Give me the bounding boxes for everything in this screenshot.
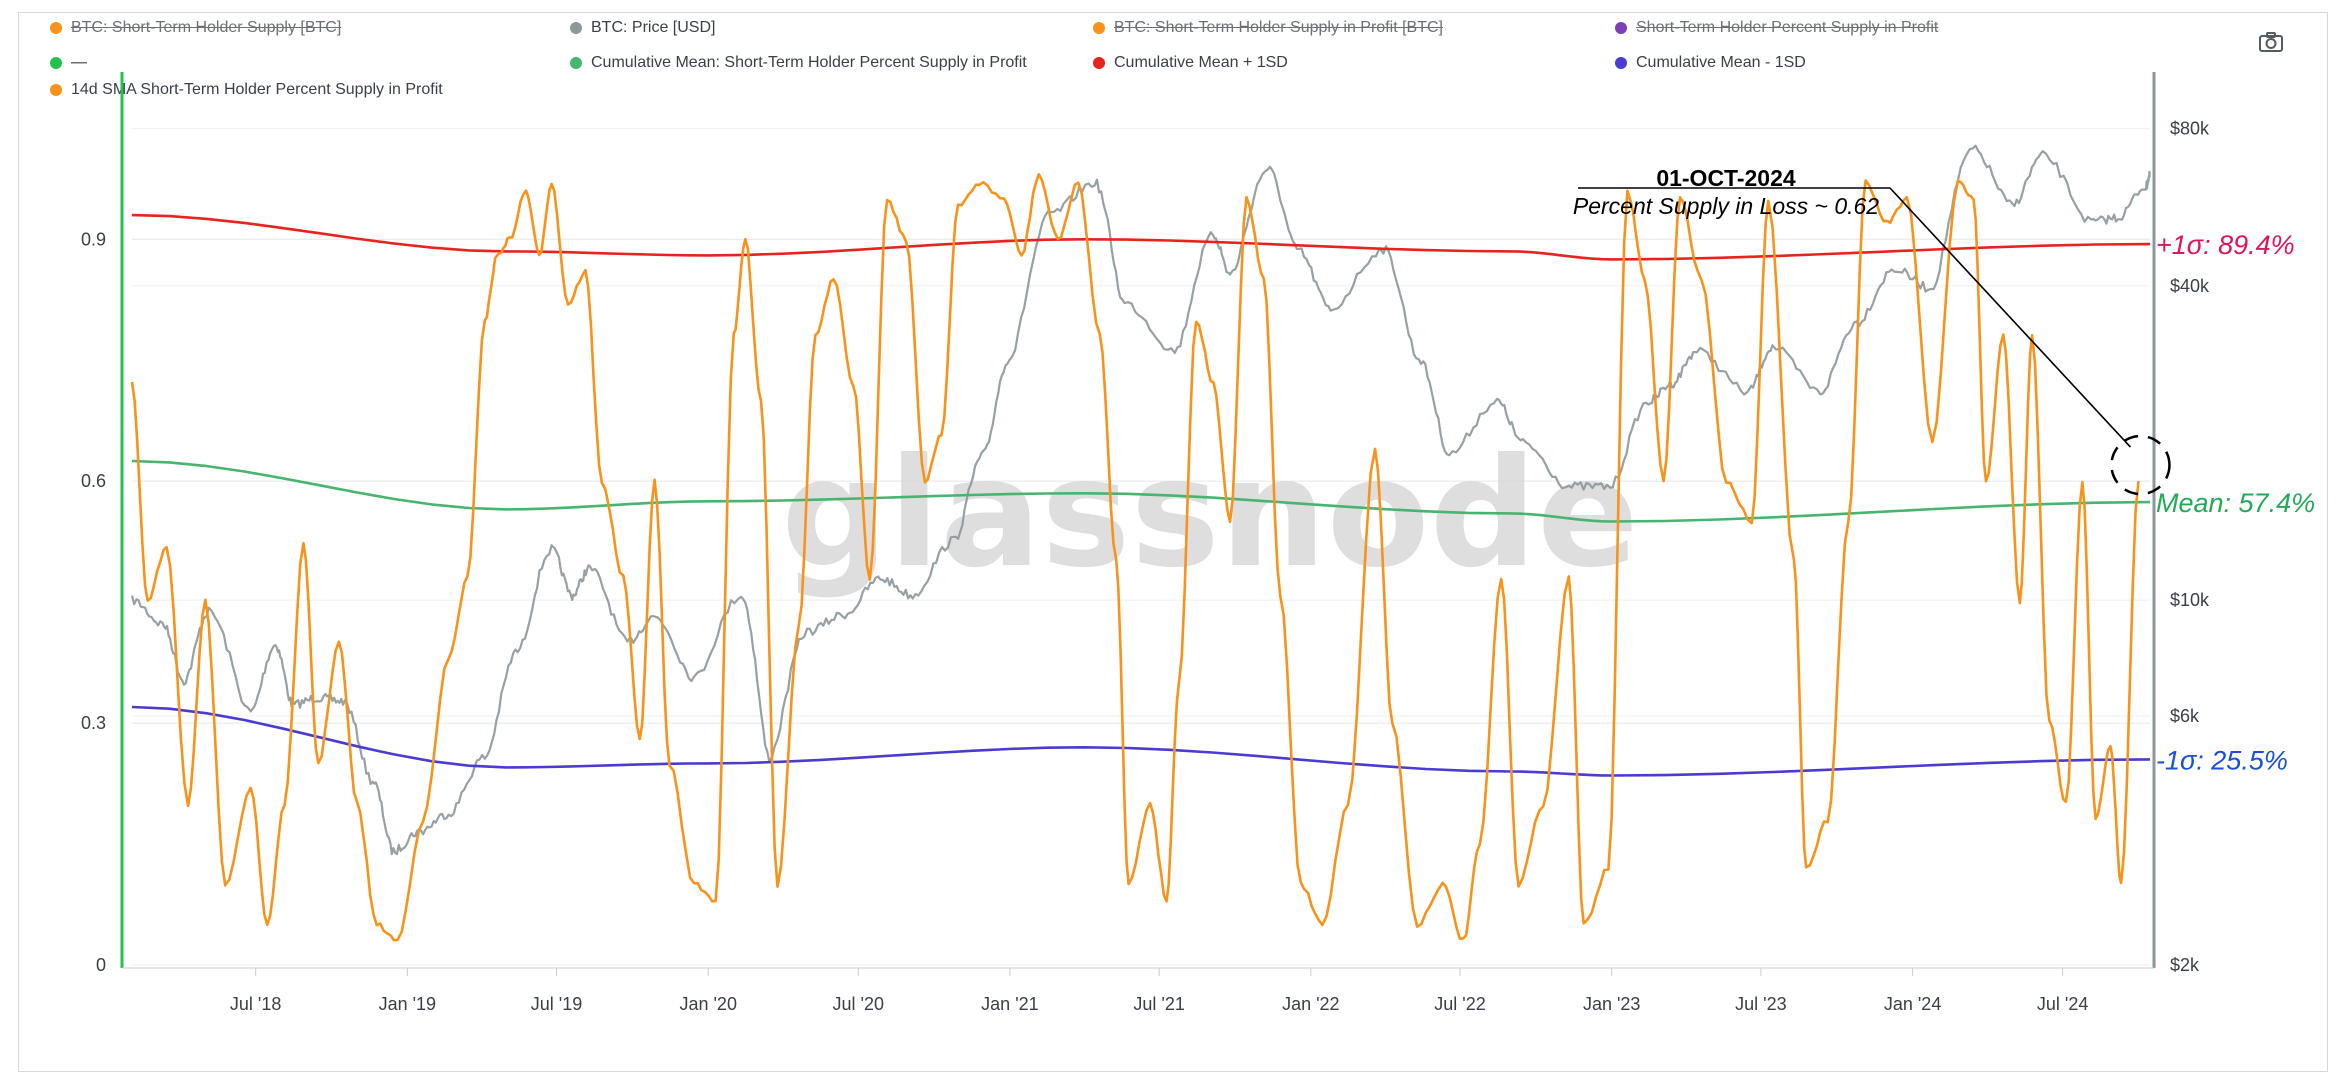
legend-dot	[1093, 22, 1105, 34]
x-tick-label: Jul '19	[531, 994, 582, 1014]
y-left-tick-label: 0.6	[81, 471, 106, 491]
legend-dot	[1615, 57, 1627, 69]
legend-dot	[570, 22, 582, 34]
legend-label: —	[71, 54, 87, 71]
annotation-title: 01-OCT-2024	[1656, 165, 1796, 191]
chart-frame	[18, 12, 2328, 1072]
legend-dot	[50, 57, 62, 69]
legend-label: Cumulative Mean + 1SD	[1114, 54, 1288, 71]
y-right-tick-label: $80k	[2170, 119, 2210, 139]
label-mean: Mean: 57.4%	[2156, 488, 2315, 518]
legend-item-unnamed[interactable]: —	[50, 53, 87, 73]
legend-label: Short-Term Holder Percent Supply in Prof…	[1636, 19, 1939, 36]
label-plus-1sd: +1σ: 89.4%	[2156, 230, 2295, 260]
annotation-marker-circle	[2110, 434, 2171, 496]
x-tick-label: Jan '23	[1583, 994, 1640, 1014]
x-tick-label: Jul '23	[1735, 994, 1786, 1014]
gridlines	[132, 128, 2150, 966]
legend-item-sth-supply[interactable]: BTC: Short-Term Holder Supply [BTC]	[50, 18, 341, 38]
series-sma-percent-supply-line[interactable]	[130, 173, 2140, 942]
legend-item-sth-percent-supply-in-profit[interactable]: Short-Term Holder Percent Supply in Prof…	[1615, 18, 1938, 38]
series-layer	[130, 144, 2152, 942]
label-minus-1sd: -1σ: 25.5%	[2156, 745, 2288, 775]
legend-item-btc-price[interactable]: BTC: Price [USD]	[570, 18, 715, 38]
legend-label: 14d SMA Short-Term Holder Percent Supply…	[71, 81, 443, 98]
legend-label: Cumulative Mean: Short-Term Holder Perce…	[591, 54, 1027, 71]
y-right-tick-label: $10k	[2170, 590, 2210, 610]
annotation: 01-OCT-2024 Percent Supply in Loss ~ 0.6…	[1573, 165, 2171, 496]
series-btc-price-line[interactable]	[130, 144, 2152, 856]
y-right-tick-label: $40k	[2170, 276, 2210, 296]
legend-dot	[50, 22, 62, 34]
annotation-text: Percent Supply in Loss ~ 0.62	[1573, 193, 1879, 219]
y-right-tick-label: $2k	[2170, 955, 2200, 975]
legend-label: BTC: Short-Term Holder Supply in Profit …	[1114, 19, 1443, 36]
x-tick-label: Jul '18	[230, 994, 281, 1014]
x-tick-label: Jan '21	[981, 994, 1038, 1014]
x-tick-label: Jul '22	[1434, 994, 1485, 1014]
series-labels: +1σ: 89.4% Mean: 57.4% -1σ: 25.5%	[2156, 230, 2315, 775]
legend-dot	[50, 84, 62, 96]
legend-item-cumulative-mean-plus-1sd[interactable]: Cumulative Mean + 1SD	[1093, 53, 1288, 73]
y-left-tick-label: 0.9	[81, 229, 106, 249]
x-tick-label: Jul '21	[1133, 994, 1184, 1014]
x-tick-label: Jan '24	[1884, 994, 1941, 1014]
y-left-tick-label: 0	[96, 955, 106, 975]
y-right-tick-label: $6k	[2170, 706, 2200, 726]
axes: 0 0.3 0.6 0.9 $2k $6k $10k $40k $80k Jul '18 Jan '…	[81, 72, 2210, 1014]
legend-label: BTC: Short-Term Holder Supply [BTC]	[71, 19, 342, 36]
legend-item-sth-supply-in-profit[interactable]: BTC: Short-Term Holder Supply in Profit …	[1093, 18, 1443, 38]
y-left-tick-label: 0.3	[81, 713, 106, 733]
x-tick-label: Jan '22	[1282, 994, 1339, 1014]
legend-dot	[1093, 57, 1105, 69]
x-tick-label: Jul '20	[833, 994, 884, 1014]
legend-dot	[570, 57, 582, 69]
x-tick-label: Jan '19	[379, 994, 436, 1014]
legend-item-cumulative-mean-minus-1sd[interactable]: Cumulative Mean - 1SD	[1615, 53, 1806, 73]
annotation-arrow	[1889, 187, 2132, 448]
series-mean-plus-1sd-line[interactable]	[131, 213, 2151, 261]
x-tick-label: Jul '24	[2037, 994, 2088, 1014]
x-tick-label: Jan '20	[679, 994, 736, 1014]
series-cumulative-mean-line[interactable]	[131, 459, 2151, 523]
legend-item-cumulative-mean[interactable]: Cumulative Mean: Short-Term Holder Perce…	[570, 53, 1027, 73]
camera-icon[interactable]	[2257, 30, 2285, 54]
legend-item-14d-sma[interactable]: 14d SMA Short-Term Holder Percent Supply…	[50, 80, 443, 100]
legend-label: BTC: Price [USD]	[591, 19, 716, 36]
legend-dot	[1615, 22, 1627, 34]
legend-label: Cumulative Mean - 1SD	[1636, 54, 1806, 71]
